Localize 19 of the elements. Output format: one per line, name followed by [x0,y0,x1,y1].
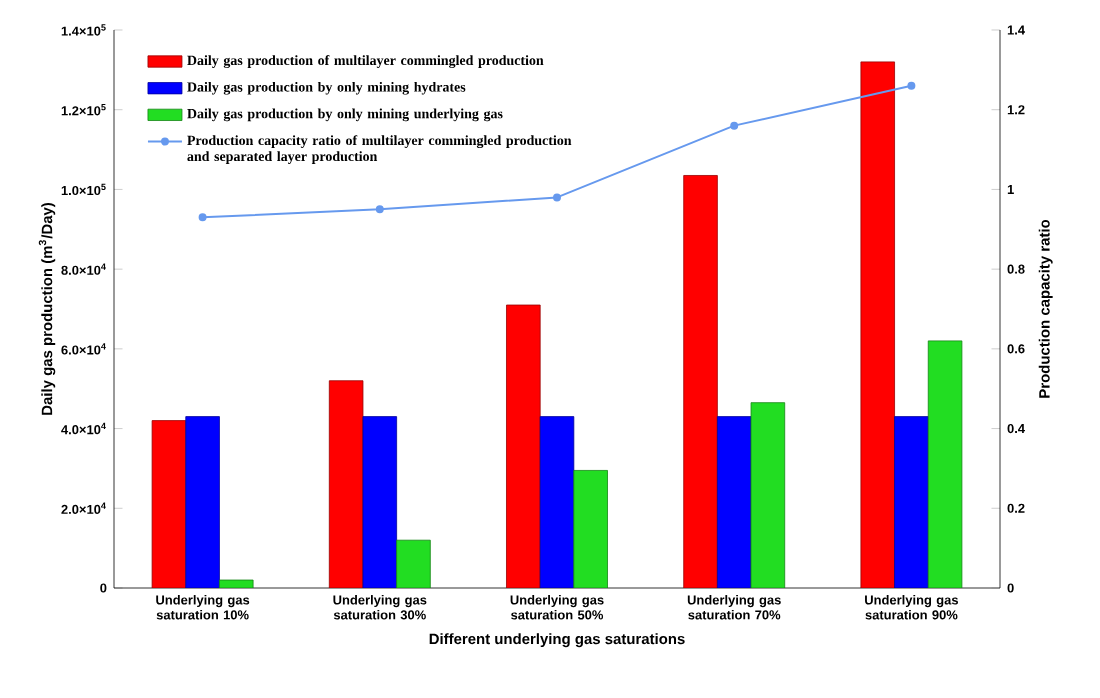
point [375,205,384,214]
bar [860,61,895,588]
bar [185,416,220,588]
point [907,81,916,90]
bar [539,416,575,588]
point [730,121,739,130]
bar [328,380,364,588]
bar [683,175,718,588]
point [553,193,561,202]
bar [362,416,398,588]
bar [894,416,929,588]
bar [396,539,431,588]
bar [750,402,786,588]
bar [927,340,963,588]
bar [716,416,752,588]
bar [506,304,541,588]
bar [151,420,187,588]
bar [573,470,608,588]
point [198,213,207,222]
